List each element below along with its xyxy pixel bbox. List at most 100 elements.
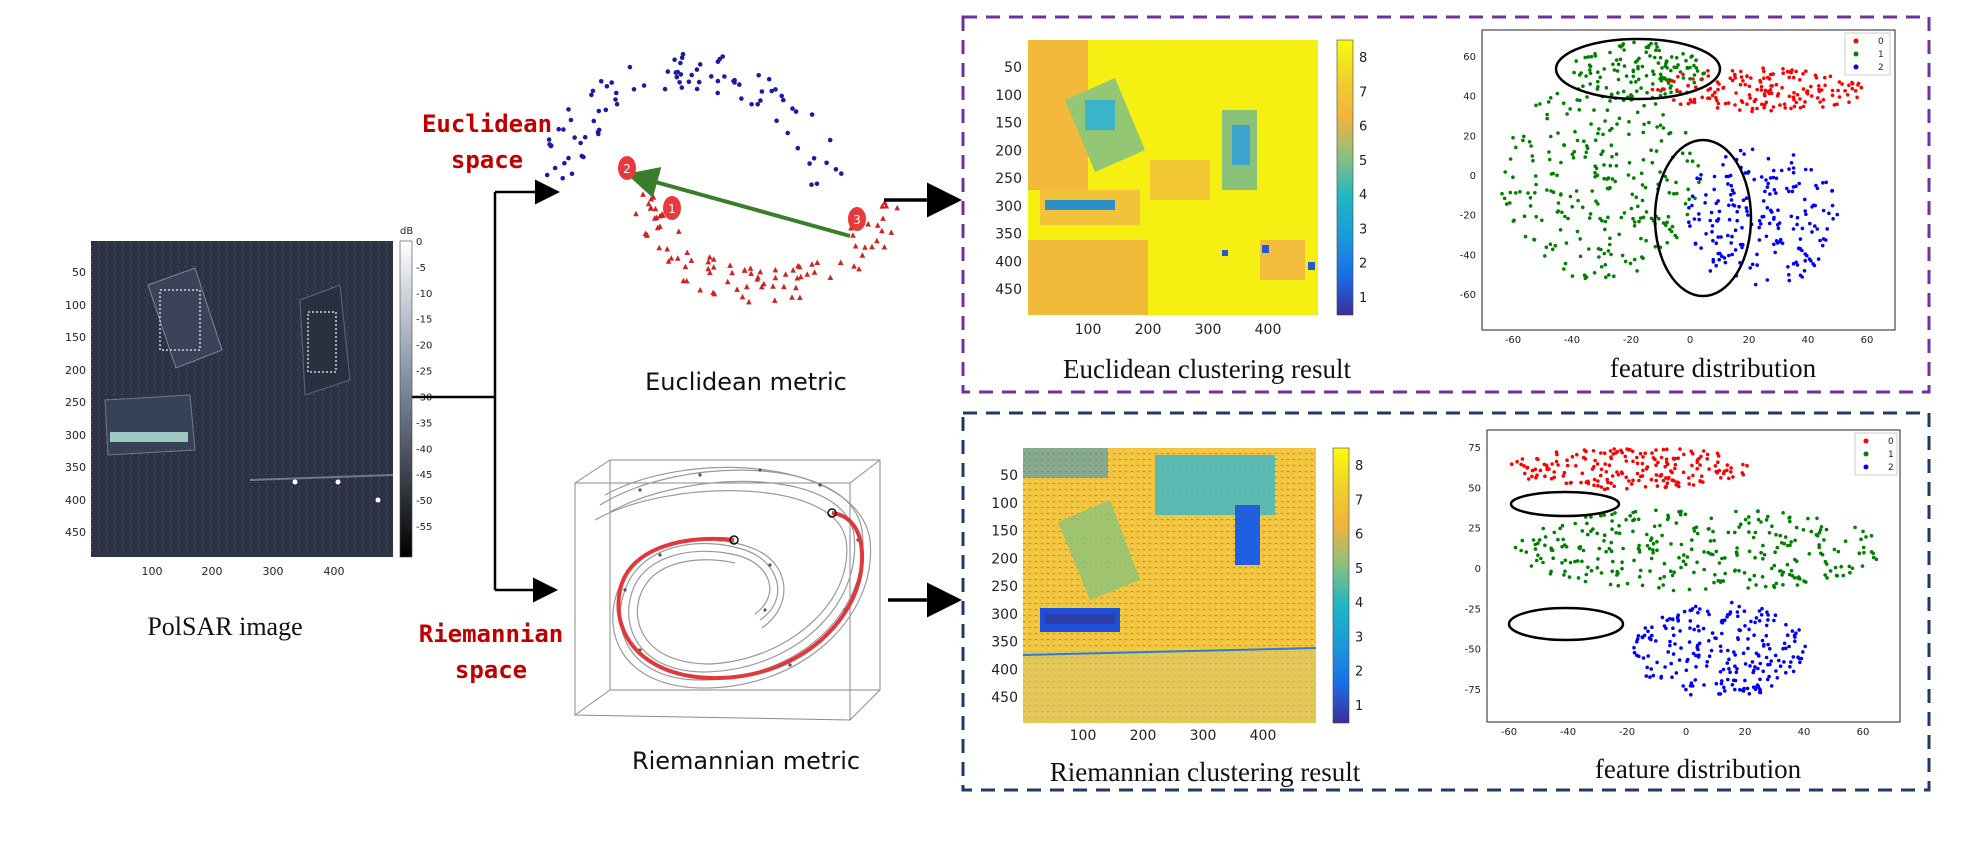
riemannian-cluster-2-point [1727, 667, 1731, 671]
euclidean-cluster-1-point [1582, 139, 1586, 143]
riemannian-scatter-legend: 0 1 2 [1854, 432, 1898, 476]
riemannian-cluster-1-point [1787, 572, 1792, 577]
euclidean-red-point [744, 283, 750, 290]
riemannian-cluster-0-point [1725, 468, 1729, 473]
riemannian-cluster-0-point [1682, 452, 1686, 457]
euclidean-cluster-2-point [1716, 235, 1720, 239]
riemannian-cluster-0-point [1615, 470, 1619, 474]
euclidean-red-points [633, 191, 900, 305]
riemannian-cluster-2-point [1671, 617, 1675, 622]
euclidean-red-point [633, 210, 639, 217]
euclidean-cluster-1-point [1608, 185, 1612, 190]
euclidean-cluster-1-point [1640, 183, 1645, 187]
riemannian-cluster-1-point [1781, 511, 1785, 515]
riemannian-scatter-y-tick: 0 [1475, 564, 1481, 575]
euclidean-cluster-1-point [1664, 59, 1669, 63]
euclidean-blue-point [758, 98, 763, 103]
euclidean-cluster-0-point [1747, 93, 1752, 97]
euclidean-blue-point [833, 167, 839, 172]
riemannian-cluster-2-point [1743, 678, 1747, 683]
riemannian-cluster-1-point [1734, 509, 1738, 514]
riemannian-cluster-2-point [1730, 683, 1735, 687]
riemannian-cluster-1-point [1620, 566, 1624, 571]
riemannian-cluster-0-point [1676, 481, 1681, 485]
euclidean-blue-points [544, 51, 844, 187]
euclidean-cluster-1-point [1606, 249, 1611, 253]
euclidean-cluster-0-point [1769, 108, 1773, 113]
riemannian-metric-caption: Riemannian metric [632, 747, 860, 775]
euclidean-cluster-1-point [1570, 152, 1575, 156]
euclidean-cluster-1-point [1669, 68, 1673, 73]
euclidean-cluster-2-point [1785, 186, 1789, 191]
riemannian-cluster-1-point [1857, 551, 1862, 555]
riemannian-cluster-1-point [1658, 523, 1662, 528]
riemannian-cluster-1-point [1806, 516, 1810, 521]
riemannian-cluster-0-point [1555, 452, 1559, 457]
riemannian-cluster-0-point [1731, 475, 1735, 479]
riemannian-cluster-1-point [1651, 541, 1656, 546]
riemannian-cluster-1-point [1822, 538, 1826, 542]
euclidean-cluster-2-point [1764, 178, 1768, 182]
euclidean-cluster-1-point [1640, 255, 1644, 259]
euclidean-cluster-1-point [1615, 122, 1619, 126]
riemannian-cluster-2-point [1799, 656, 1804, 661]
polsar-y-tick: 300 [65, 429, 86, 442]
euclidean-cluster-0-point [1700, 77, 1704, 81]
branch-connector [412, 179, 560, 603]
euclidean-cluster-0-point [1821, 98, 1826, 102]
euclidean-cluster-2-point [1818, 238, 1822, 243]
euclidean-cluster-1-point [1692, 73, 1697, 77]
riemannian-cluster-2-point [1720, 679, 1724, 683]
riemannian-cluster-1-point [1533, 542, 1538, 547]
riemannian-cluster-2-point [1688, 626, 1692, 630]
euclidean-red-point [659, 211, 665, 217]
euclidean-blue-point [807, 161, 812, 166]
riemannian-cluster-2-point [1736, 637, 1740, 642]
riemannian-cluster-0-point [1596, 484, 1600, 488]
euclidean-blue-point [809, 182, 814, 187]
riemannian-cluster-2-point [1702, 683, 1706, 687]
euclidean-cluster-1-point [1556, 201, 1561, 205]
riemannian-cluster-1-point [1874, 557, 1879, 562]
riemannian-cluster-1-point [1651, 550, 1655, 555]
riemannian-cluster-1-point [1539, 556, 1543, 561]
euclidean-cluster-1-point [1555, 91, 1560, 96]
euclidean-red-point [652, 205, 659, 212]
euclidean-cluster-1-point [1614, 58, 1619, 62]
euclidean-cluster-0-point [1801, 104, 1806, 109]
riemannian-cluster-2-point [1746, 637, 1750, 641]
riemannian-cluster-2-point [1733, 678, 1738, 683]
riemannian-cluster-1-point [1771, 584, 1776, 588]
polsar-y-tick: 400 [65, 494, 86, 507]
polsar-x-tick: 200 [202, 565, 223, 578]
riemannian-cluster-0-point [1620, 471, 1625, 476]
euclidean-cluster-1-point [1556, 209, 1561, 213]
euclidean-cluster-2-point [1759, 222, 1763, 226]
euclidean-red-point [809, 261, 815, 267]
riemannian-cluster-1-point [1613, 511, 1617, 515]
euclidean-cluster-2-point [1699, 173, 1703, 177]
riemannian-cluster-2-point [1671, 652, 1676, 656]
riemannian-cluster-0-point [1608, 449, 1613, 453]
riemannian-cluster-1-point [1563, 558, 1568, 563]
riemannian-cluster-1-point [1609, 549, 1614, 553]
euclidean-cluster-0-point [1676, 74, 1680, 79]
euclidean-blue-point [766, 76, 772, 82]
riemannian-cluster-0-point [1525, 466, 1529, 470]
riemannian-cluster-2-point [1738, 688, 1742, 692]
riemannian-cluster-1-point [1648, 569, 1652, 573]
euclidean-cluster-2-point [1716, 251, 1720, 256]
euclidean-cluster-1-point [1658, 170, 1662, 174]
riemannian-cluster-2-point [1649, 667, 1653, 671]
euclidean-red-point [727, 262, 733, 268]
euclidean-red-point [644, 231, 650, 238]
riemannian-cluster-2-point [1719, 620, 1724, 624]
euclidean-cluster-2-point [1755, 263, 1759, 267]
euclidean-cluster-1-point [1661, 126, 1666, 130]
euclidean-cluster-1-point [1603, 227, 1607, 232]
euclidean-cluster-1-point [1641, 130, 1646, 135]
euclidean-cluster-2-point [1811, 262, 1815, 266]
riemannian-cluster-2-point [1775, 676, 1780, 680]
euclidean-cluster-2-point [1774, 176, 1779, 181]
